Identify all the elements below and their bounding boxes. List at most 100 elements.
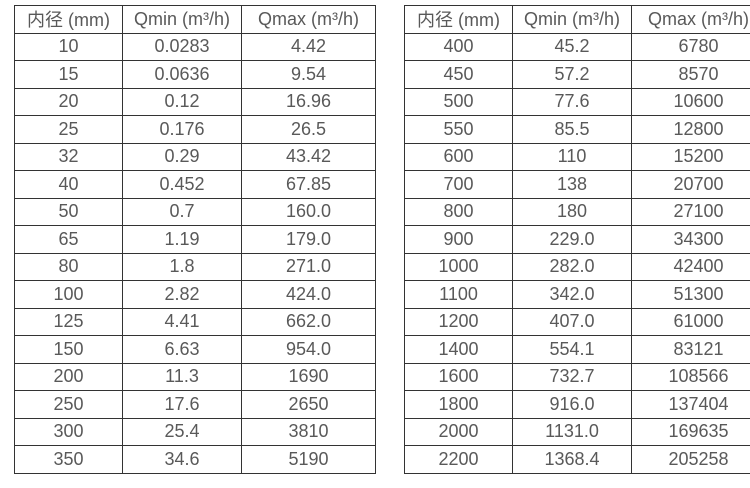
- cell: 4.41: [123, 308, 242, 336]
- cell: 34.6: [123, 446, 242, 474]
- cell: 350: [15, 446, 123, 474]
- cell: 42400: [632, 253, 750, 281]
- cell: 229.0: [513, 226, 632, 254]
- header-cell: Qmin (m³/h): [123, 6, 242, 34]
- cell: 100: [15, 281, 123, 309]
- cell: 40: [15, 171, 123, 199]
- cell: 77.6: [513, 88, 632, 116]
- cell: 732.7: [513, 363, 632, 391]
- cell: 800: [405, 198, 513, 226]
- cell: 80: [15, 253, 123, 281]
- header-cell: Qmax (m³/h): [632, 6, 750, 34]
- cell: 2.82: [123, 281, 242, 309]
- cell: 1690: [242, 363, 376, 391]
- header-cell: Qmin (m³/h): [513, 6, 632, 34]
- cell: 67.85: [242, 171, 376, 199]
- cell: 400: [405, 33, 513, 61]
- header-row: 内径 (mm)Qmin (m³/h)Qmax (m³/h): [405, 6, 750, 34]
- cell: 1.19: [123, 226, 242, 254]
- cell: 179.0: [242, 226, 376, 254]
- cell: 27100: [632, 198, 750, 226]
- cell: 4.42: [242, 33, 376, 61]
- cell: 138: [513, 171, 632, 199]
- cell: 282.0: [513, 253, 632, 281]
- cell: 2200: [405, 446, 513, 474]
- cell: 10: [15, 33, 123, 61]
- cell: 424.0: [242, 281, 376, 309]
- cell: 34300: [632, 226, 750, 254]
- cell: 700: [405, 171, 513, 199]
- cell: 0.7: [123, 198, 242, 226]
- cell: 200: [15, 363, 123, 391]
- header-cell: Qmax (m³/h): [242, 6, 376, 34]
- cell: 85.5: [513, 116, 632, 144]
- cell: 83121: [632, 336, 750, 364]
- cell: 2000: [405, 418, 513, 446]
- cell: 8570: [632, 61, 750, 89]
- cell: 0.29: [123, 143, 242, 171]
- cell: 169635: [632, 418, 750, 446]
- cell: 15: [15, 61, 123, 89]
- cell: 205258: [632, 446, 750, 474]
- cell: 16.96: [242, 88, 376, 116]
- cell: 20: [15, 88, 123, 116]
- cell: 1600: [405, 363, 513, 391]
- cell: 180: [513, 198, 632, 226]
- cell: 342.0: [513, 281, 632, 309]
- cell: 50: [15, 198, 123, 226]
- cell: 1200: [405, 308, 513, 336]
- cell: 15200: [632, 143, 750, 171]
- cell: 6780: [632, 33, 750, 61]
- cell: 110: [513, 143, 632, 171]
- cell: 6.63: [123, 336, 242, 364]
- cell: 0.12: [123, 88, 242, 116]
- cell: 26.5: [242, 116, 376, 144]
- cell: 9.54: [242, 61, 376, 89]
- cell: 51300: [632, 281, 750, 309]
- cell: 0.0636: [123, 61, 242, 89]
- header-cell: 内径 (mm): [15, 6, 123, 34]
- cell: 0.176: [123, 116, 242, 144]
- cell: 125: [15, 308, 123, 336]
- cell: 12800: [632, 116, 750, 144]
- cell: 554.1: [513, 336, 632, 364]
- cell: 160.0: [242, 198, 376, 226]
- cell: 250: [15, 391, 123, 419]
- cell: 1131.0: [513, 418, 632, 446]
- header-cell: 内径 (mm): [405, 6, 513, 34]
- cell: 1.8: [123, 253, 242, 281]
- cell: 2650: [242, 391, 376, 419]
- cell: 0.452: [123, 171, 242, 199]
- cell: 150: [15, 336, 123, 364]
- cell: 954.0: [242, 336, 376, 364]
- cell: 137404: [632, 391, 750, 419]
- cell: 108566: [632, 363, 750, 391]
- cell: 271.0: [242, 253, 376, 281]
- cell: 916.0: [513, 391, 632, 419]
- cell: 1368.4: [513, 446, 632, 474]
